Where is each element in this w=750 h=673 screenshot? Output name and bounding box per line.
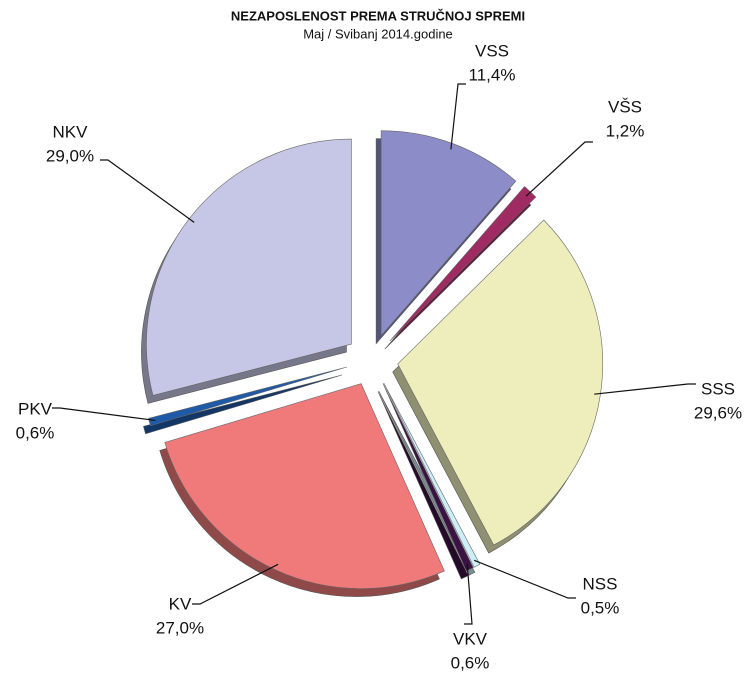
slice-value-label: 29,6% (694, 403, 742, 422)
leader-line (450, 83, 466, 150)
slice (164, 383, 445, 589)
leader-line (464, 563, 473, 625)
slice (397, 219, 603, 546)
slice-value-label: 0,5% (581, 598, 620, 617)
slice-value-label: 27,0% (156, 618, 204, 637)
chart-title: NEZAPOSLENOST PREMA STRUČNOJ SPREMI (231, 8, 525, 23)
leader-line (52, 407, 156, 422)
slice-label: SSS (701, 379, 735, 398)
leader-line (100, 159, 195, 223)
slice-label: NSS (583, 574, 618, 593)
slice-label: VSS (475, 41, 509, 60)
slice-label: VŠS (608, 97, 642, 116)
slice-label: NKV (53, 122, 89, 141)
slice-label: KV (169, 594, 192, 613)
slice-value-label: 0,6% (16, 423, 55, 442)
leader-line (525, 141, 593, 197)
slice (380, 130, 517, 337)
slice-label: VKV (453, 629, 488, 648)
leader-line (192, 563, 279, 605)
slice-value-label: 11,4% (469, 65, 516, 84)
slice-side (143, 374, 343, 435)
slice (148, 366, 348, 427)
leader-line (473, 559, 576, 599)
chart-subtitle: Maj / Svibanj 2014.godine (303, 26, 453, 41)
slice (383, 383, 481, 568)
slice-label: PKV (18, 399, 53, 418)
slice-value-label: 0,6% (451, 653, 490, 672)
slice-value-label: 1,2% (606, 121, 645, 140)
slice (382, 383, 474, 572)
slice-value-label: 29,0% (46, 146, 94, 165)
leader-line (594, 383, 696, 395)
